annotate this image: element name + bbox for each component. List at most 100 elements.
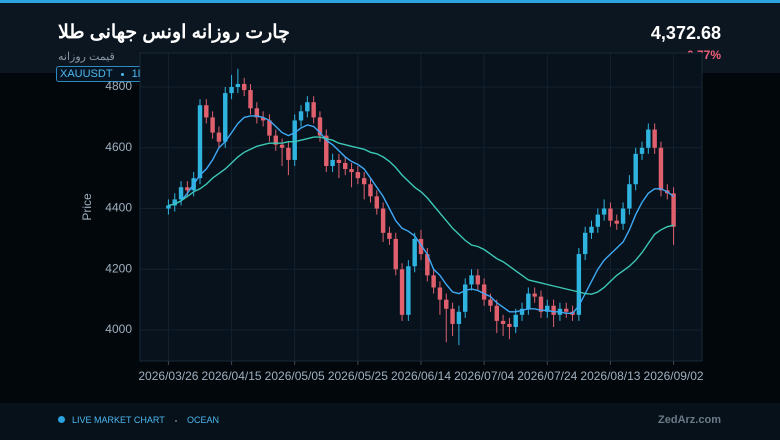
candle-body — [254, 108, 260, 118]
candle-body — [273, 135, 278, 145]
candle-body — [343, 162, 348, 170]
candle-body — [418, 238, 424, 255]
symbol: XAUUSDT — [60, 68, 113, 80]
candle-body — [450, 308, 455, 324]
x-tick-label: 2026/06/14 — [391, 369, 451, 383]
candle-body — [519, 308, 525, 315]
candle-body — [172, 199, 177, 206]
footer-tag: OCEAN — [187, 415, 220, 425]
moving-average — [168, 136, 674, 295]
candle-body — [437, 287, 443, 300]
candle-body — [444, 299, 449, 309]
candle-body — [361, 178, 367, 185]
candle-body — [380, 208, 386, 233]
candle-body — [494, 305, 499, 321]
candle-body — [582, 232, 588, 255]
title: چارت روزانه اونس جهانی طلا — [58, 22, 290, 43]
brand: ZedArz.com — [658, 414, 721, 426]
candle-body — [545, 305, 550, 312]
candle-body — [538, 296, 544, 312]
footer: LIVE MARKET CHART OCEAN ZedArz.com — [0, 403, 780, 440]
candle-body — [336, 159, 342, 163]
candle-body — [324, 135, 329, 166]
candle-body — [551, 305, 556, 315]
candle-body — [462, 284, 468, 312]
candle-body — [608, 208, 613, 221]
y-tick-label: 4400 — [105, 201, 132, 215]
y-tick-label: 4200 — [105, 261, 132, 275]
candle-body — [317, 117, 323, 136]
x-tick-label: 2026/05/05 — [265, 369, 325, 383]
candle-body — [204, 105, 209, 118]
candle-body — [292, 120, 297, 160]
candle-body — [330, 159, 335, 166]
candle-body — [349, 169, 354, 173]
candle-body — [241, 83, 247, 91]
x-tick-label: 2026/04/15 — [202, 369, 262, 383]
candle-body — [311, 102, 316, 118]
x-tick-label: 2026/07/04 — [454, 369, 514, 383]
candle-body — [526, 293, 531, 309]
candle-body — [216, 132, 222, 142]
candle-body — [620, 208, 626, 224]
candle-body — [399, 269, 405, 315]
candle-body — [532, 293, 537, 297]
candle-body — [481, 284, 487, 300]
candle-body — [412, 238, 417, 267]
candle-body — [387, 232, 392, 239]
y-tick-label: 4000 — [105, 322, 132, 336]
candle-body — [235, 83, 241, 88]
x-tick-label: 2026/05/25 — [328, 369, 388, 383]
footer-label: LIVE MARKET CHART — [72, 415, 165, 425]
candle-body — [406, 266, 411, 315]
candle-body — [374, 196, 380, 209]
candle-body — [166, 205, 171, 209]
candle-body — [431, 275, 436, 288]
candle-body — [500, 320, 506, 324]
x-tick-label: 2026/07/24 — [517, 369, 577, 383]
candle-body — [425, 254, 430, 276]
moving-average — [168, 115, 675, 314]
candle-body — [614, 220, 619, 224]
y-tick-label: 4600 — [105, 140, 132, 154]
candle-body — [305, 102, 310, 112]
candle-body — [393, 238, 398, 270]
candle-body — [475, 275, 481, 285]
price: 4,372.68 — [650, 23, 721, 43]
candle-body — [355, 172, 361, 179]
candle-body — [627, 184, 632, 209]
y-tick-label: 4800 — [105, 79, 132, 93]
candle-body — [185, 187, 190, 191]
candle-body — [260, 117, 266, 121]
candle-body — [671, 193, 676, 227]
candle-body — [178, 187, 184, 200]
candle-body — [595, 214, 601, 227]
candle-body — [652, 129, 657, 148]
candle-body — [507, 323, 512, 327]
candle-body — [368, 184, 373, 197]
x-tick-label: 2026/08/13 — [580, 369, 640, 383]
candle-body — [456, 311, 462, 324]
candle-body — [469, 275, 474, 285]
candle-body — [564, 308, 569, 312]
candle-body — [279, 144, 285, 148]
candle-body — [658, 147, 664, 191]
candle-body — [298, 111, 304, 121]
candle-body — [197, 105, 203, 179]
candle-body — [601, 208, 607, 215]
candle-body — [589, 226, 594, 233]
candle-body — [248, 90, 253, 109]
y-axis-label: Price — [80, 193, 94, 221]
candle-body — [286, 147, 291, 160]
candle-body — [576, 254, 582, 315]
x-tick-label: 2026/03/26 — [138, 369, 198, 383]
candle-body — [267, 120, 272, 136]
candle-body — [513, 314, 518, 327]
x-tick-label: 2026/09/02 — [644, 369, 704, 383]
candle-body — [210, 117, 215, 133]
candle-body — [639, 147, 645, 154]
candle-body — [223, 93, 228, 142]
candle-body — [488, 299, 493, 306]
candle-body — [633, 153, 638, 185]
